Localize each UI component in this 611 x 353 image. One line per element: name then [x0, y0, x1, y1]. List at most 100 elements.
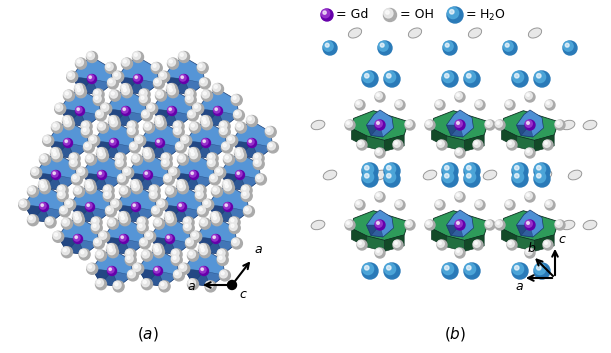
- Circle shape: [20, 201, 24, 204]
- Polygon shape: [447, 210, 474, 237]
- Polygon shape: [431, 211, 489, 240]
- Circle shape: [435, 200, 445, 210]
- Circle shape: [53, 124, 56, 127]
- Circle shape: [205, 281, 213, 289]
- Circle shape: [437, 140, 447, 150]
- Circle shape: [73, 234, 82, 244]
- Polygon shape: [371, 225, 383, 237]
- Circle shape: [200, 267, 208, 275]
- Circle shape: [93, 238, 104, 249]
- Circle shape: [536, 174, 541, 178]
- Circle shape: [503, 41, 517, 55]
- Circle shape: [32, 169, 35, 172]
- Circle shape: [96, 279, 103, 287]
- Circle shape: [201, 249, 204, 252]
- Circle shape: [93, 89, 104, 100]
- Circle shape: [325, 43, 329, 47]
- Polygon shape: [241, 143, 258, 158]
- Circle shape: [512, 263, 528, 279]
- Circle shape: [108, 78, 115, 86]
- Circle shape: [386, 11, 389, 14]
- Circle shape: [93, 224, 96, 227]
- Circle shape: [254, 159, 261, 167]
- Circle shape: [376, 193, 379, 196]
- Polygon shape: [218, 111, 239, 126]
- Circle shape: [91, 222, 102, 233]
- Circle shape: [115, 158, 126, 169]
- Circle shape: [503, 41, 513, 51]
- Circle shape: [216, 169, 219, 172]
- Circle shape: [321, 9, 333, 21]
- Circle shape: [152, 206, 159, 214]
- Circle shape: [233, 96, 236, 99]
- Polygon shape: [208, 185, 249, 222]
- Circle shape: [203, 120, 207, 124]
- Polygon shape: [516, 125, 530, 136]
- Circle shape: [157, 120, 160, 124]
- Circle shape: [236, 151, 243, 159]
- Circle shape: [442, 71, 453, 83]
- Polygon shape: [106, 89, 147, 126]
- Circle shape: [153, 64, 156, 67]
- Circle shape: [133, 156, 136, 159]
- Circle shape: [53, 152, 56, 156]
- Text: $a$: $a$: [254, 243, 263, 256]
- Polygon shape: [502, 228, 517, 247]
- Circle shape: [375, 148, 385, 158]
- Circle shape: [95, 91, 98, 94]
- Polygon shape: [103, 143, 120, 158]
- Circle shape: [406, 121, 409, 124]
- Circle shape: [173, 121, 184, 132]
- Circle shape: [180, 53, 183, 56]
- Circle shape: [443, 41, 457, 55]
- Circle shape: [211, 215, 222, 226]
- Circle shape: [393, 240, 400, 247]
- Circle shape: [189, 112, 192, 115]
- Circle shape: [202, 119, 213, 130]
- Circle shape: [62, 247, 70, 255]
- Circle shape: [76, 87, 87, 98]
- Circle shape: [178, 263, 189, 274]
- Circle shape: [155, 249, 158, 252]
- Circle shape: [375, 120, 385, 130]
- Circle shape: [76, 58, 87, 69]
- Circle shape: [362, 171, 378, 187]
- Circle shape: [178, 183, 189, 194]
- Circle shape: [464, 263, 475, 275]
- Circle shape: [117, 174, 128, 185]
- Circle shape: [199, 64, 202, 67]
- Polygon shape: [79, 207, 97, 222]
- Circle shape: [214, 167, 225, 178]
- Circle shape: [106, 244, 117, 255]
- Circle shape: [455, 120, 465, 130]
- Circle shape: [65, 140, 67, 143]
- Circle shape: [442, 71, 458, 87]
- Circle shape: [142, 148, 153, 158]
- Polygon shape: [228, 207, 249, 222]
- Circle shape: [475, 241, 477, 244]
- Circle shape: [395, 241, 397, 244]
- Polygon shape: [535, 235, 554, 251]
- Circle shape: [464, 163, 475, 175]
- Circle shape: [222, 142, 229, 150]
- Circle shape: [563, 41, 577, 55]
- Circle shape: [243, 192, 246, 195]
- Circle shape: [179, 185, 182, 187]
- Circle shape: [153, 244, 161, 251]
- Circle shape: [93, 95, 101, 102]
- Circle shape: [557, 222, 560, 225]
- Circle shape: [384, 172, 395, 183]
- Polygon shape: [367, 125, 380, 136]
- Circle shape: [154, 267, 160, 273]
- Circle shape: [437, 202, 439, 204]
- Circle shape: [154, 245, 158, 249]
- Circle shape: [455, 248, 463, 255]
- Circle shape: [140, 238, 147, 246]
- Circle shape: [64, 90, 71, 98]
- Polygon shape: [72, 57, 113, 94]
- Circle shape: [185, 95, 196, 106]
- Circle shape: [133, 52, 141, 59]
- Polygon shape: [521, 125, 533, 137]
- Circle shape: [106, 63, 113, 71]
- Circle shape: [139, 219, 142, 222]
